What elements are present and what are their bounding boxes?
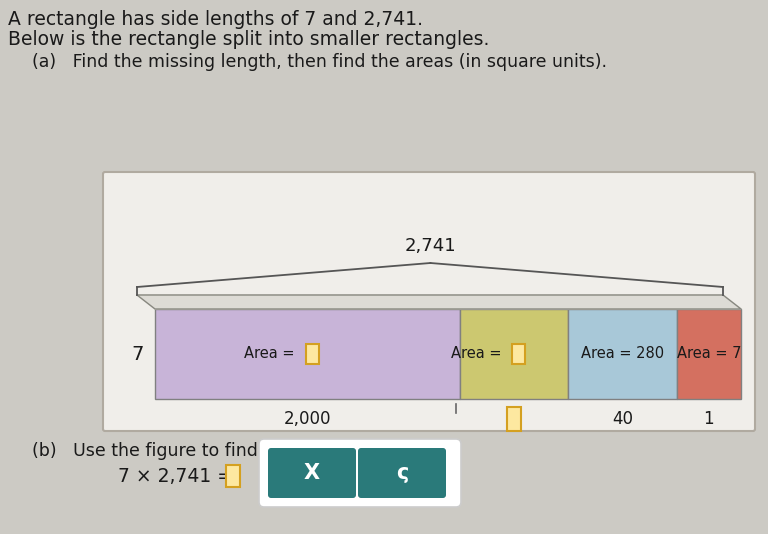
Bar [568, 309, 677, 399]
Text: Area = 280: Area = 280 [581, 347, 664, 362]
Bar [306, 344, 319, 364]
Bar [460, 309, 568, 399]
Bar [512, 344, 525, 364]
Bar [226, 465, 240, 487]
Text: Area = 7: Area = 7 [677, 347, 741, 362]
Text: X: X [304, 463, 320, 483]
Text: (b)   Use the figure to find 7 × 2,741.: (b) Use the figure to find 7 × 2,741. [32, 442, 355, 460]
Text: Area =: Area = [244, 347, 300, 362]
Text: Area =: Area = [451, 347, 506, 362]
FancyBboxPatch shape [358, 448, 446, 498]
Polygon shape [137, 295, 741, 309]
Text: A rectangle has side lengths of 7 and 2,741.: A rectangle has side lengths of 7 and 2,… [8, 10, 423, 29]
Text: ς: ς [396, 463, 408, 483]
Text: 40: 40 [612, 410, 633, 428]
Text: 1: 1 [703, 410, 714, 428]
FancyBboxPatch shape [259, 439, 461, 507]
Bar [677, 309, 741, 399]
Text: 2,000: 2,000 [283, 410, 331, 428]
Text: 7: 7 [132, 344, 144, 364]
Bar [155, 309, 460, 399]
Text: 7 × 2,741 =: 7 × 2,741 = [118, 467, 239, 485]
Text: Below is the rectangle split into smaller rectangles.: Below is the rectangle split into smalle… [8, 30, 489, 49]
FancyBboxPatch shape [103, 172, 755, 431]
Text: (a)   Find the missing length, then find the areas (in square units).: (a) Find the missing length, then find t… [32, 53, 607, 71]
Bar [507, 407, 521, 431]
Text: 2,741: 2,741 [405, 237, 456, 255]
FancyBboxPatch shape [268, 448, 356, 498]
